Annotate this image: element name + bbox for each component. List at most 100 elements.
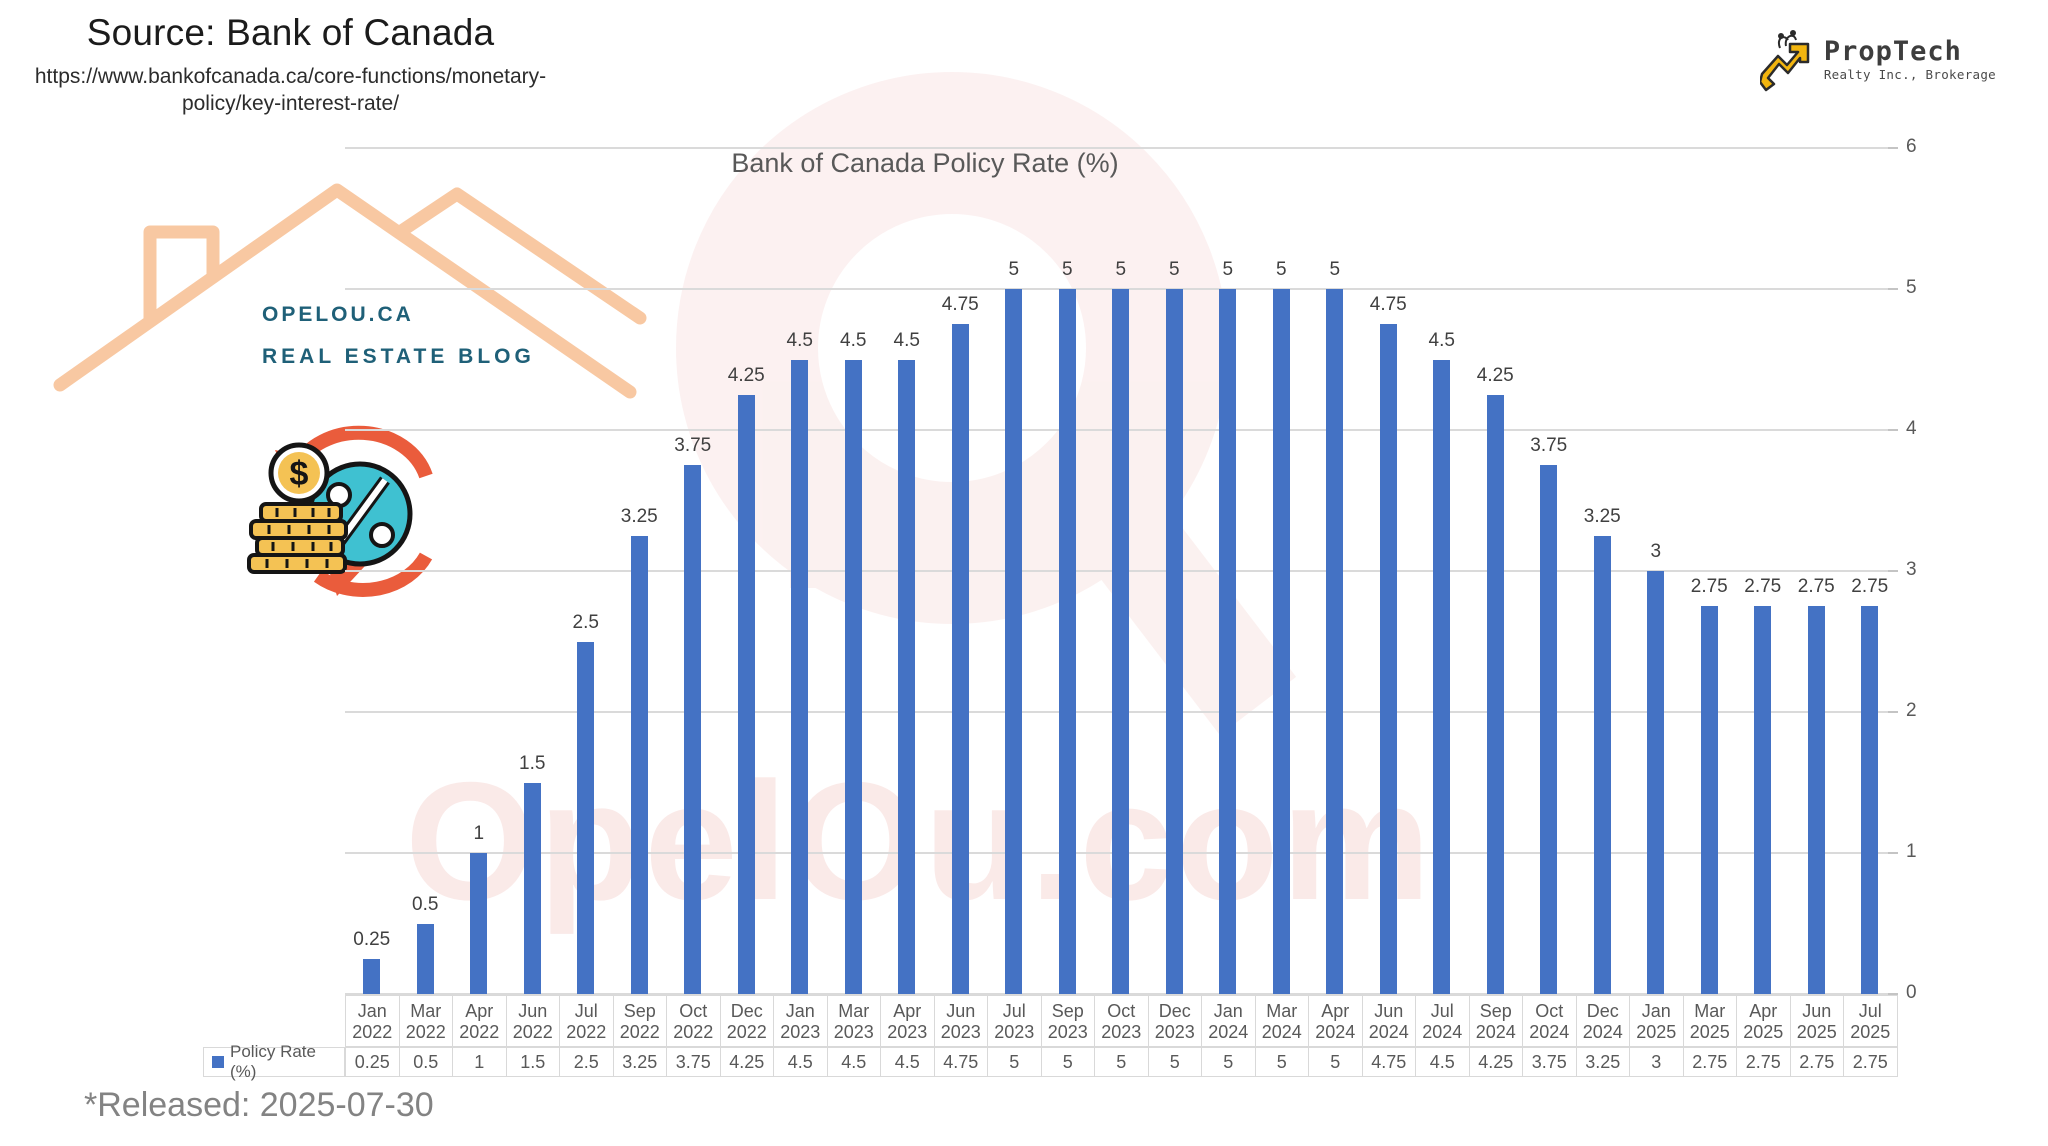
month-cell-line: 2023 [833,1022,874,1042]
month-cell-line: 2024 [1422,1022,1463,1042]
month-cell-line: 2024 [1315,1022,1356,1042]
month-cell-line: Apr [1321,1001,1350,1021]
y-axis-label: 6 [1906,136,1917,157]
chart-title: Bank of Canada Policy Rate (%) [731,148,1119,178]
month-cell-line: 2023 [780,1022,821,1042]
month-cell-line: 2024 [1208,1022,1249,1042]
value-cell: 4.5 [826,1047,881,1077]
month-cell-line: Oct [1535,1001,1564,1021]
bar [523,782,541,994]
proptech-name: PropTech [1823,36,1962,67]
bar-value-label: 5 [1008,259,1020,280]
value-cell: 0.5 [398,1047,453,1077]
month-cell: Jun 2025 [1789,995,1844,1047]
bar-value-label: 4.5 [786,329,813,351]
opelou-tagline-watermark: REAL ESTATE BLOG [262,345,535,368]
bar [1272,289,1290,994]
month-cell: Mar 2024 [1254,995,1309,1047]
month-cell-line: 2024 [1529,1022,1570,1042]
bar [737,394,755,994]
value-cell: 2.75 [1843,1047,1898,1077]
bar-value-label: 0.25 [353,928,391,950]
value-cell: 5 [1040,1047,1095,1077]
month-cell-line: Apr [893,1001,922,1021]
proptech-logo-text: PropTech Realty Inc., Brokerage [1824,38,1996,82]
month-cell: Jun 2024 [1361,995,1416,1047]
bar-value-label: 1 [473,823,485,844]
value-cell: 5 [1254,1047,1309,1077]
source-block: Source: Bank of Canada https://www.banko… [18,12,563,117]
bar-value-label: 4.75 [1369,294,1407,316]
value-cell: 3.25 [612,1047,667,1077]
bar-value-label: 3.25 [620,505,658,527]
bar-value-label: 1.5 [519,752,546,774]
bar [416,923,434,994]
bar [630,535,648,994]
month-cell-line: 2023 [940,1022,981,1042]
bar [1700,606,1718,994]
y-axis-label: 5 [1906,277,1917,298]
bar [1807,606,1825,994]
value-cell: 1 [452,1047,507,1077]
value-cell: 5 [987,1047,1042,1077]
y-axis-tick [1888,570,1898,572]
month-cell-line: Jan [1213,1001,1243,1021]
y-axis-label: 1 [1906,841,1917,862]
value-cell: 2.5 [559,1047,614,1077]
month-cell-line: Jun [518,1001,548,1021]
gridline [345,993,1890,995]
month-cell: Jul 2023 [987,995,1042,1047]
month-cell-line: 2023 [994,1022,1035,1042]
bar-value-label: 2.75 [1744,576,1782,598]
month-cell: Jul 2024 [1415,995,1470,1047]
month-cell-line: Mar [1266,1001,1298,1021]
bar [363,958,381,994]
month-cell: Oct 2023 [1094,995,1149,1047]
month-cell-line: 2024 [1261,1022,1302,1042]
month-cell-line: Sep [1051,1001,1084,1021]
month-cell-line: Jul [574,1001,598,1021]
y-axis-tick [1888,429,1898,431]
bar [898,359,916,994]
month-cell-line: 2025 [1689,1022,1730,1042]
value-cell: 4.25 [1468,1047,1523,1077]
month-cell-line: 2022 [512,1022,553,1042]
month-cell: Dec 2023 [1147,995,1202,1047]
y-axis-label: 3 [1906,559,1917,580]
bar [1540,465,1558,994]
y-axis-tick [1888,993,1898,995]
month-cell: Apr 2023 [880,995,935,1047]
value-cell: 4.5 [773,1047,828,1077]
opelou-big-text-watermark: OpelOu.com [405,747,1434,935]
month-cell-line: 2022 [405,1022,446,1042]
interest-rate-icon: $ [247,425,433,597]
y-axis-label: 4 [1906,418,1917,439]
bar-value-label: 4.5 [1428,329,1455,351]
value-cell: 5 [1094,1047,1149,1077]
source-title: Source: Bank of Canada [86,12,495,53]
month-cell-line: 2022 [619,1022,660,1042]
month-cell-line: 2025 [1850,1022,1891,1042]
month-cell: Oct 2022 [666,995,721,1047]
bar [1165,289,1183,994]
month-cell-line: 2022 [726,1022,767,1042]
month-cell-line: Dec [730,1001,763,1021]
bar-value-label: 5 [1222,259,1234,280]
bar [791,359,809,994]
value-cell: 4.25 [719,1047,774,1077]
month-cell: Dec 2024 [1575,995,1630,1047]
y-axis-tick [1888,852,1898,854]
bar [1379,324,1397,994]
bar [844,359,862,994]
bar-value-label: 5 [1275,259,1287,280]
value-cell: 3.75 [1522,1047,1577,1077]
month-cell-line: Jun [946,1001,976,1021]
value-cell: 3.25 [1575,1047,1630,1077]
opelou-site-watermark: OPELOU.CA [262,303,414,326]
svg-text:$: $ [290,455,309,493]
bar [1112,289,1130,994]
month-cell: Sep 2024 [1468,995,1523,1047]
proptech-logo: PropTech Realty Inc., Brokerage [1759,26,1996,92]
month-cell-line: Oct [679,1001,708,1021]
month-cell-line: 2022 [352,1022,393,1042]
